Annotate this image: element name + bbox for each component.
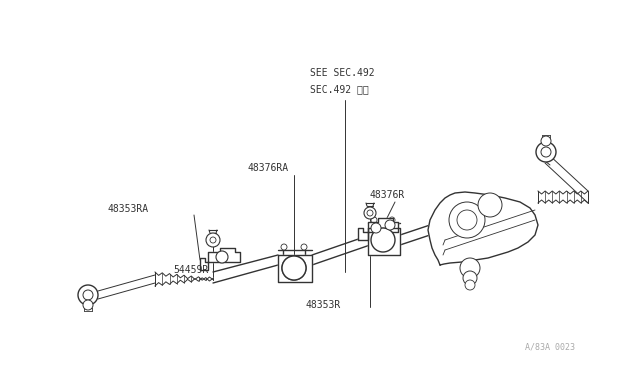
Circle shape	[478, 193, 502, 217]
Circle shape	[216, 251, 228, 263]
Circle shape	[465, 280, 475, 290]
Circle shape	[83, 290, 93, 300]
Circle shape	[371, 217, 377, 223]
Polygon shape	[358, 218, 398, 240]
Circle shape	[463, 271, 477, 285]
Text: 48376R: 48376R	[370, 190, 405, 200]
Circle shape	[389, 217, 395, 223]
Circle shape	[371, 228, 395, 252]
Circle shape	[457, 210, 477, 230]
Circle shape	[536, 142, 556, 162]
Circle shape	[367, 210, 373, 216]
Circle shape	[281, 244, 287, 250]
Circle shape	[541, 147, 551, 157]
Polygon shape	[428, 192, 538, 265]
Circle shape	[282, 256, 306, 280]
Circle shape	[460, 258, 480, 278]
Circle shape	[206, 233, 220, 247]
Polygon shape	[200, 248, 240, 270]
Circle shape	[78, 285, 98, 305]
Circle shape	[364, 207, 376, 219]
Circle shape	[210, 237, 216, 243]
Polygon shape	[278, 255, 312, 282]
Text: 48353R: 48353R	[305, 300, 340, 310]
Text: SEE SEC.492: SEE SEC.492	[310, 68, 374, 78]
Circle shape	[449, 202, 485, 238]
Circle shape	[83, 300, 93, 310]
Circle shape	[282, 256, 306, 280]
Text: 48376RA: 48376RA	[248, 163, 289, 173]
Text: A/83A 0023: A/83A 0023	[525, 343, 575, 352]
Circle shape	[371, 223, 381, 233]
Circle shape	[385, 220, 395, 230]
Text: SEC.492 参照: SEC.492 参照	[310, 84, 369, 94]
Text: 54459R: 54459R	[173, 265, 208, 275]
Text: 48353RA: 48353RA	[107, 204, 148, 214]
Polygon shape	[368, 228, 400, 255]
Circle shape	[541, 136, 551, 146]
Circle shape	[301, 244, 307, 250]
